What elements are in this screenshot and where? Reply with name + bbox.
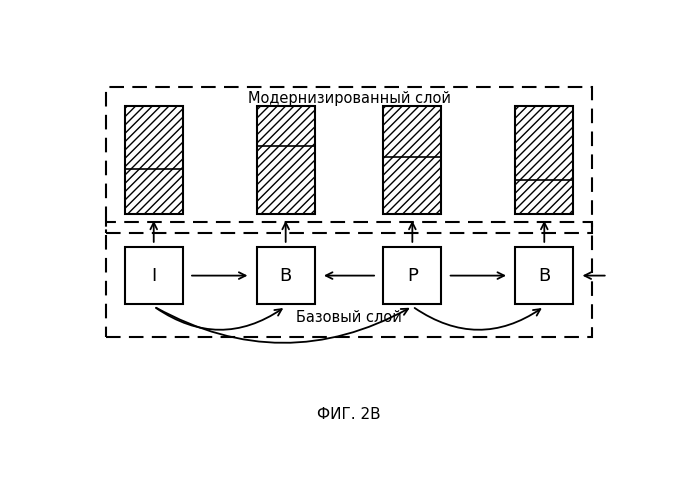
Bar xyxy=(516,180,573,214)
Text: B: B xyxy=(538,266,550,284)
Bar xyxy=(257,246,315,304)
Bar xyxy=(516,246,573,304)
Text: B: B xyxy=(280,266,291,284)
Text: Базовый слой: Базовый слой xyxy=(296,310,402,326)
Text: I: I xyxy=(151,266,157,284)
Bar xyxy=(257,146,315,214)
Text: ФИГ. 2В: ФИГ. 2В xyxy=(317,406,381,422)
Bar xyxy=(383,157,441,214)
Bar xyxy=(125,246,183,304)
Bar xyxy=(257,106,315,146)
Bar xyxy=(516,106,573,180)
Bar xyxy=(106,222,592,337)
Bar xyxy=(125,106,183,214)
Bar xyxy=(383,106,441,214)
Bar xyxy=(125,168,183,214)
Bar xyxy=(125,106,183,168)
Text: Модернизированный слой: Модернизированный слой xyxy=(247,91,451,106)
Bar xyxy=(257,106,315,214)
Bar xyxy=(383,106,441,157)
Bar xyxy=(106,87,592,233)
Bar xyxy=(383,246,441,304)
Text: P: P xyxy=(407,266,417,284)
Bar xyxy=(516,106,573,214)
